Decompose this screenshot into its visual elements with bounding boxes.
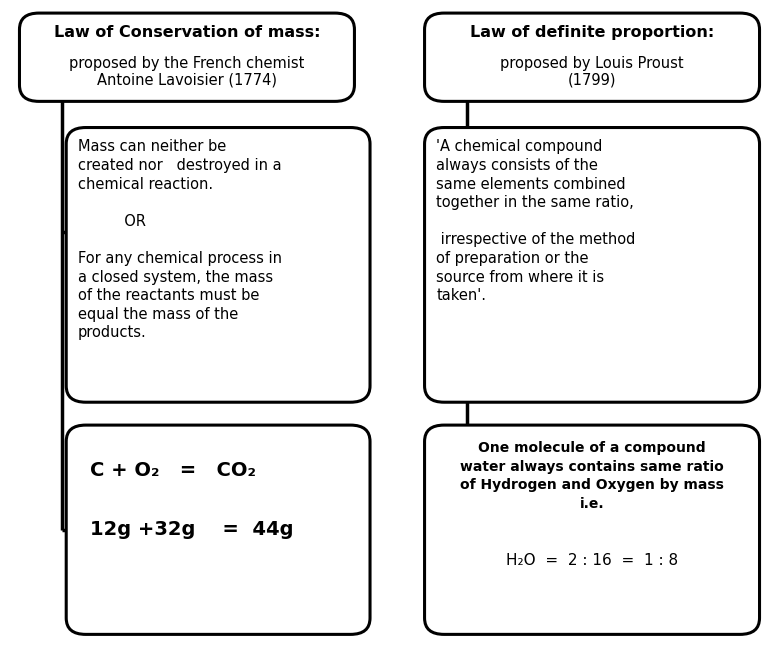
FancyBboxPatch shape <box>66 425 370 634</box>
Text: Law of Conservation of mass:: Law of Conservation of mass: <box>54 25 320 40</box>
FancyBboxPatch shape <box>66 128 370 402</box>
Text: 'A chemical compound
always consists of the
same elements combined
together in t: 'A chemical compound always consists of … <box>436 139 636 303</box>
Text: H₂O  =  2 : 16  =  1 : 8: H₂O = 2 : 16 = 1 : 8 <box>506 553 678 568</box>
FancyBboxPatch shape <box>425 128 760 402</box>
Text: One molecule of a compound
water always contains same ratio
of Hydrogen and Oxyg: One molecule of a compound water always … <box>460 441 724 511</box>
FancyBboxPatch shape <box>425 425 760 634</box>
Text: Mass can neither be
created nor   destroyed in a
chemical reaction.

          O: Mass can neither be created nor destroye… <box>78 139 282 340</box>
Text: proposed by Louis Proust
(1799): proposed by Louis Proust (1799) <box>500 56 684 88</box>
FancyBboxPatch shape <box>425 13 760 101</box>
Text: 12g +32g    =  44g: 12g +32g = 44g <box>90 520 293 539</box>
Text: proposed by the French chemist
Antoine Lavoisier (1774): proposed by the French chemist Antoine L… <box>69 56 305 88</box>
Text: Law of definite proportion:: Law of definite proportion: <box>470 25 714 40</box>
FancyBboxPatch shape <box>19 13 354 101</box>
Text: C + O₂   =   CO₂: C + O₂ = CO₂ <box>90 461 256 480</box>
